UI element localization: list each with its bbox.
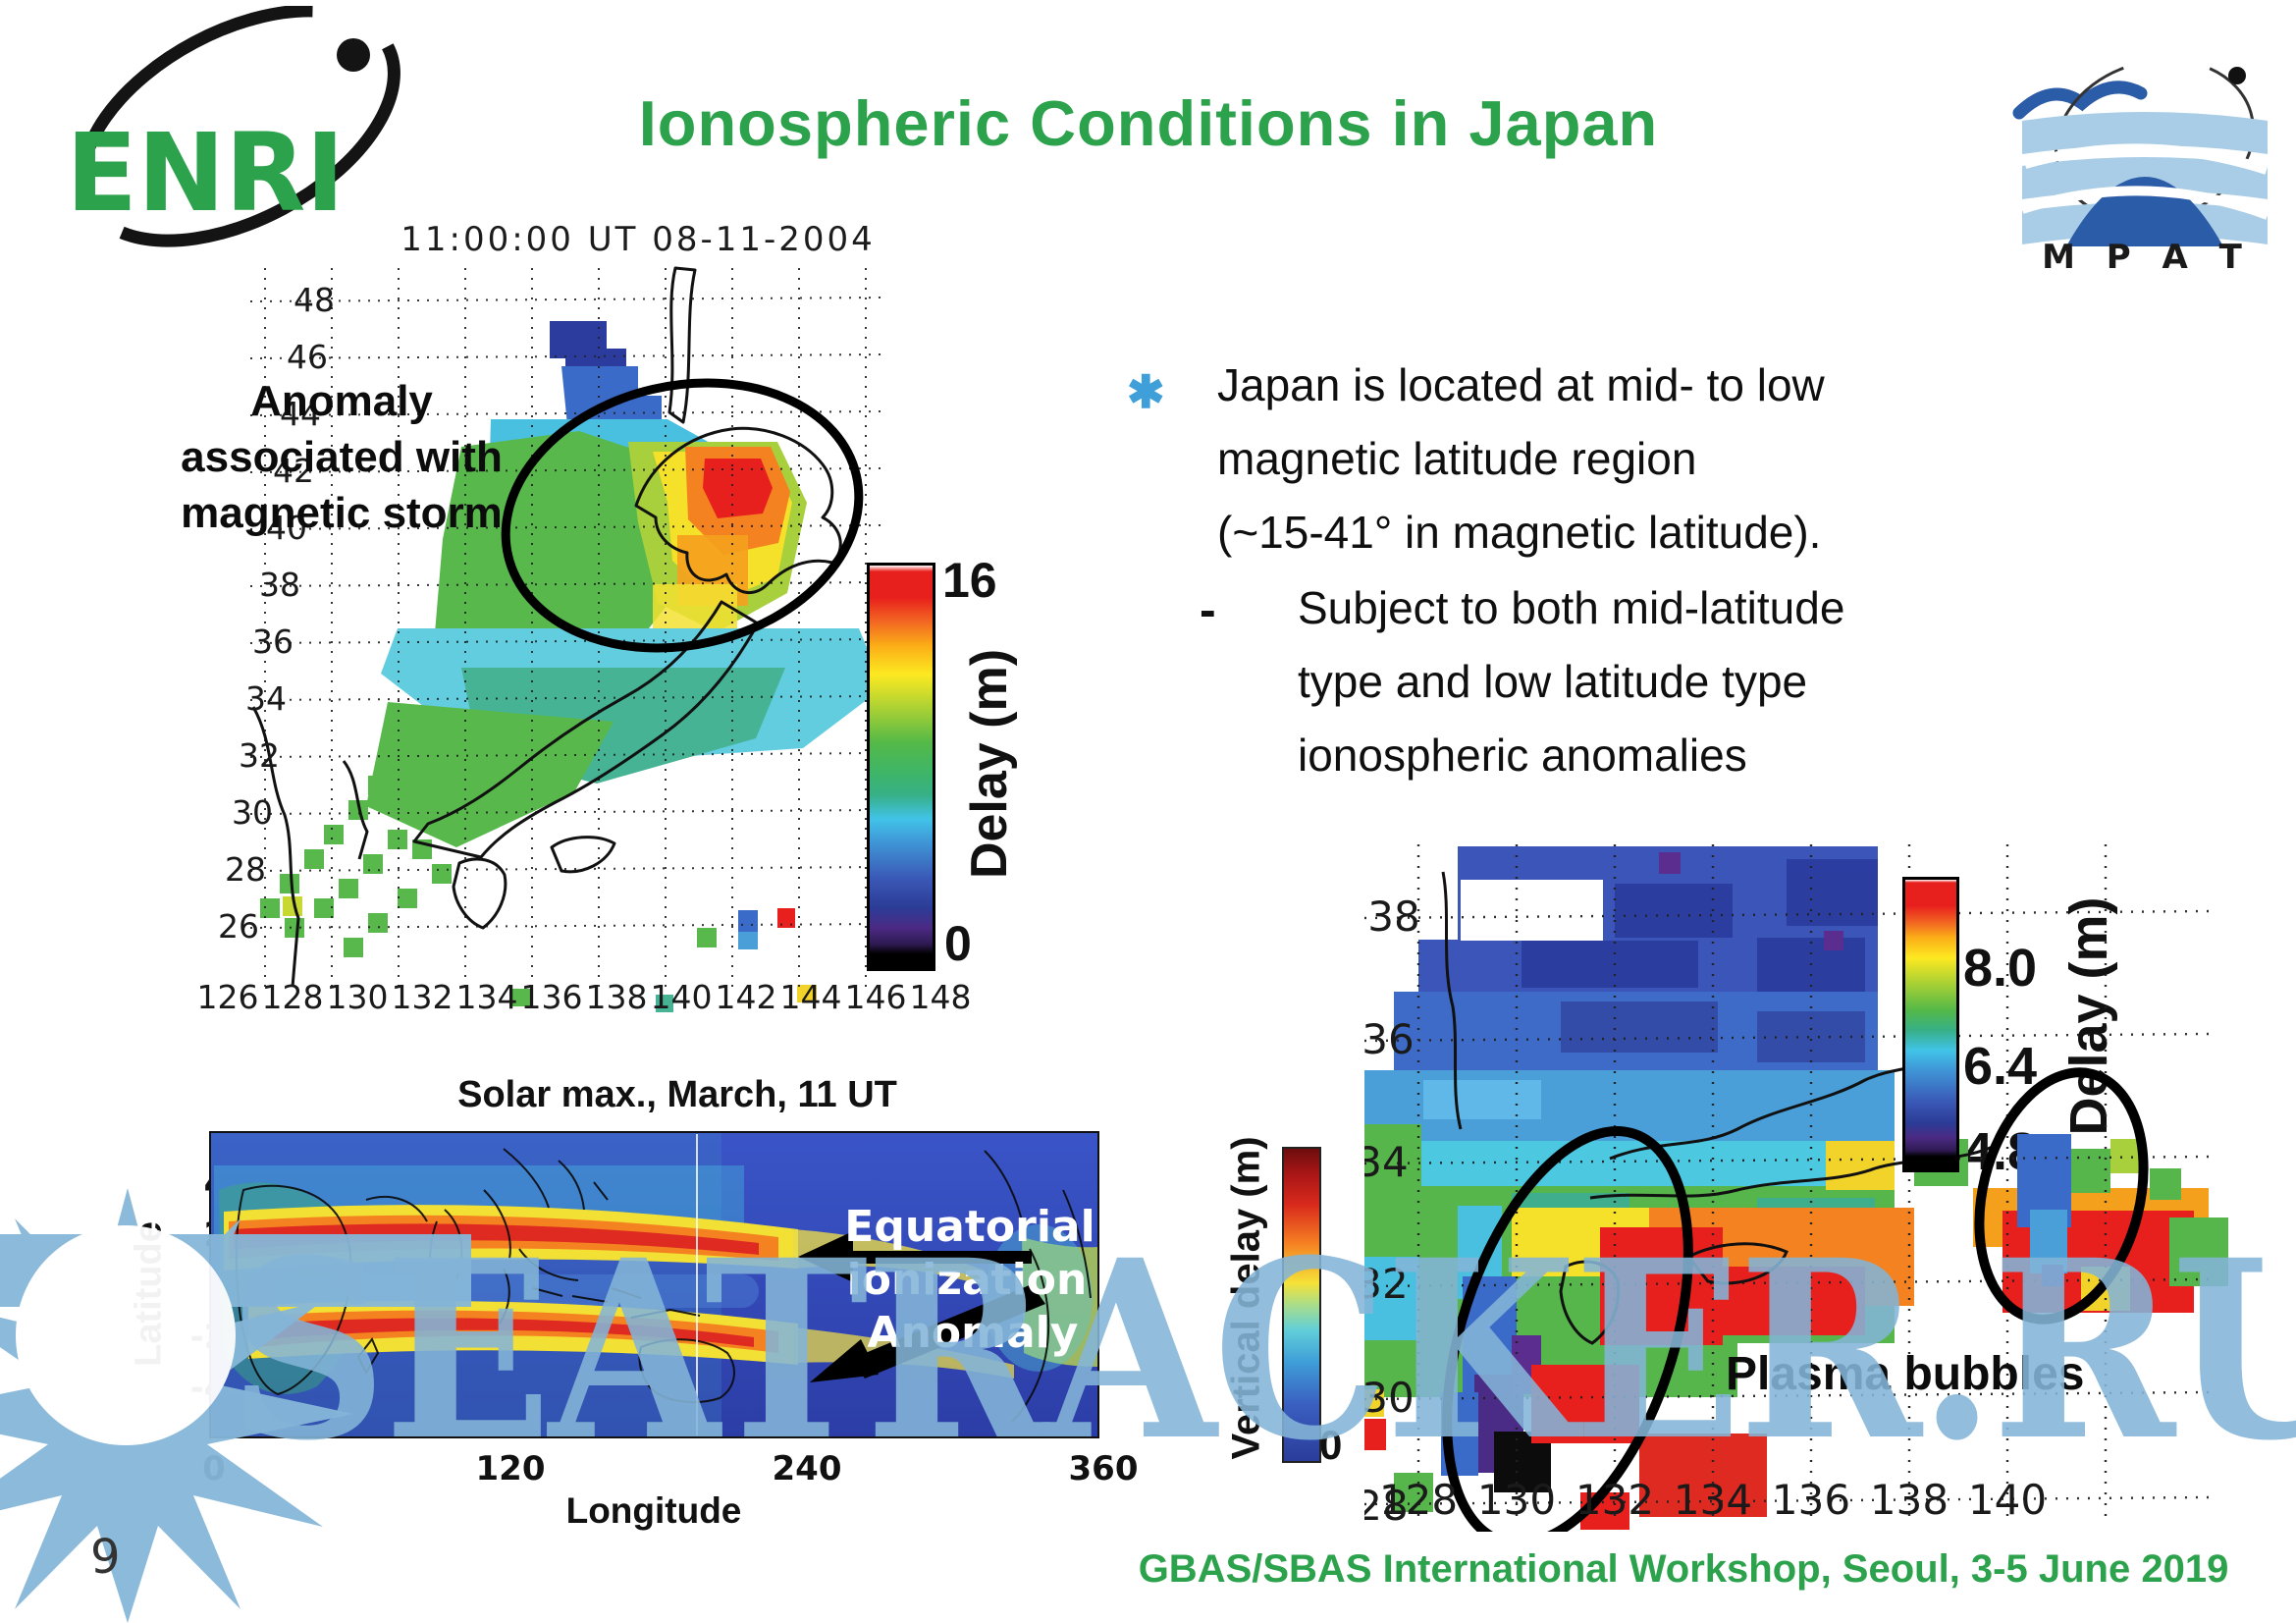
vertical-delay-colorbar: [1282, 1147, 1321, 1463]
storm-map-lat-ticks: 48 46 44 42 40 38 36 34 32 30 28 26: [218, 281, 335, 946]
colorbar-tick: 6.4: [1963, 1037, 2038, 1096]
delay-colorbar-2: [1902, 877, 1959, 1172]
storm-annotation-line: associated with: [181, 433, 503, 481]
svg-text:36: 36: [1364, 1015, 1415, 1063]
lon-tick: 360: [1068, 1449, 1139, 1488]
svg-text:130: 130: [327, 978, 389, 1016]
bubble-map-lon-ticks: 128 130 132 134 136 138 140: [1379, 1476, 2047, 1524]
svg-text:134: 134: [1674, 1476, 1752, 1524]
svg-text:130: 130: [1477, 1476, 1556, 1524]
world-map-title: Solar max., March, 11 UT: [457, 1074, 897, 1115]
storm-annotation: Anomaly associated with magnetic storm: [145, 373, 538, 541]
svg-text:148: 148: [910, 978, 972, 1016]
colorbar-tick: 8.0: [1963, 939, 2038, 998]
eia-annotation: Equatorial ionization Anomaly: [844, 1202, 1095, 1358]
enri-logo-text: ENRI: [66, 109, 345, 236]
storm-annotation-line: magnetic storm: [181, 489, 503, 537]
svg-text:128: 128: [262, 978, 324, 1016]
svg-text:26: 26: [218, 907, 259, 946]
svg-text:Equatorial: Equatorial: [844, 1202, 1095, 1252]
bullet-text-line: Japan is located at mid- to low: [1217, 359, 1825, 410]
asterisk-bullet-icon: ✱: [1127, 366, 1165, 417]
lon-tick: 120: [475, 1449, 546, 1488]
storm-map-timestamp: 11:00:00 UT 08-11-2004: [400, 220, 876, 259]
svg-text:142: 142: [716, 978, 777, 1016]
japan-coastline: [251, 266, 842, 988]
bullet-text-line: (~15-41° in magnetic latitude).: [1217, 507, 1822, 558]
sub-bullet-text-line: Subject to both mid-latitude: [1298, 582, 1845, 633]
anomaly-ellipse: [501, 378, 864, 653]
storm-map: 11:00:00 UT 08-11-2004 48 46 44 42 40 38…: [197, 220, 972, 1016]
svg-text:28: 28: [1364, 1482, 1409, 1530]
plasma-ellipse-left: [1442, 1126, 1693, 1532]
svg-text:36: 36: [252, 622, 294, 661]
lon-tick: 240: [772, 1449, 842, 1488]
colorbar-max: 16: [942, 553, 997, 608]
page-number: 9: [90, 1530, 121, 1585]
svg-text:32: 32: [1364, 1260, 1409, 1308]
svg-text:126: 126: [197, 978, 259, 1016]
footer-credit: GBAS/SBAS International Workshop, Seoul,…: [1138, 1547, 2229, 1591]
sun-watermark-icon: [0, 1188, 471, 1623]
svg-text:40: 40: [266, 509, 307, 547]
bubble-map-grid: [1364, 844, 2210, 1524]
sub-bullet-text-line: type and low latitude type: [1298, 656, 1808, 707]
svg-text:ionization: ionization: [847, 1255, 1088, 1305]
vertical-delay-colorbar-min: 0: [1319, 1422, 1343, 1468]
orbit-dot-icon: [2228, 67, 2246, 84]
watermark: SEATRACKER.RU: [228, 1206, 2296, 1494]
svg-text:138: 138: [1870, 1476, 1949, 1524]
dash-bullet-icon: -: [1200, 582, 1216, 637]
page-title: Ionospheric Conditions in Japan: [638, 87, 1659, 159]
svg-text:28: 28: [225, 850, 266, 889]
svg-text:38: 38: [259, 566, 300, 604]
bubble-map-lat-ticks: 38 36 34 32 30 28: [1364, 893, 1420, 1530]
svg-text:34: 34: [245, 679, 287, 718]
svg-text:146: 146: [845, 978, 907, 1016]
enri-logo: ENRI: [66, 6, 400, 247]
svg-text:136: 136: [521, 978, 583, 1016]
svg-text:144: 144: [780, 978, 842, 1016]
svg-text:48: 48: [294, 281, 335, 319]
svg-text:44: 44: [280, 395, 321, 433]
svg-text:132: 132: [392, 978, 454, 1016]
mpat-logo: M P A T: [2012, 58, 2269, 272]
bubble-map: 38 36 34 32 30 28 128 130 132 134 136 13…: [1364, 844, 2228, 1532]
sub-bullet-text-line: ionospheric anomalies: [1298, 730, 1747, 781]
svg-text:34: 34: [1364, 1138, 1409, 1186]
plasma-bubbles-annotation: Plasma bubbles: [1726, 1348, 2085, 1400]
svg-text:42: 42: [273, 452, 314, 490]
storm-annotation-line: Anomaly: [250, 377, 433, 425]
storm-map-grid: [249, 268, 889, 992]
plasma-ellipse-right: [1974, 1067, 2149, 1325]
svg-text:136: 136: [1772, 1476, 1850, 1524]
satellite-dot-icon: [337, 38, 370, 72]
world-map-xlabel: Longitude: [565, 1490, 742, 1531]
svg-text:46: 46: [287, 338, 328, 376]
svg-text:128: 128: [1379, 1476, 1458, 1524]
storm-map-lon-ticks: 126 128 130 132 134 136 138 140 142 144 …: [197, 978, 972, 1016]
delay-colorbar: [867, 563, 935, 971]
svg-text:30: 30: [1364, 1374, 1415, 1422]
svg-text:132: 132: [1575, 1476, 1654, 1524]
waves-icon: [2020, 112, 2269, 246]
svg-text:30: 30: [232, 793, 273, 832]
svg-text:134: 134: [456, 978, 518, 1016]
mpat-logo-text: M P A T: [2042, 238, 2252, 272]
bubble-map-data: [1364, 846, 2228, 1530]
bird-icon: [2012, 81, 2148, 120]
svg-text:32: 32: [239, 736, 280, 775]
colorbar-min: 0: [944, 916, 972, 971]
svg-text:Anomaly: Anomaly: [868, 1308, 1079, 1358]
svg-text:140: 140: [1968, 1476, 2047, 1524]
svg-text:38: 38: [1367, 893, 1419, 941]
arrow-icon: [798, 1231, 1045, 1382]
bullet-text-line: magnetic latitude region: [1217, 433, 1697, 484]
svg-text:138: 138: [586, 978, 648, 1016]
svg-text:140: 140: [651, 978, 713, 1016]
